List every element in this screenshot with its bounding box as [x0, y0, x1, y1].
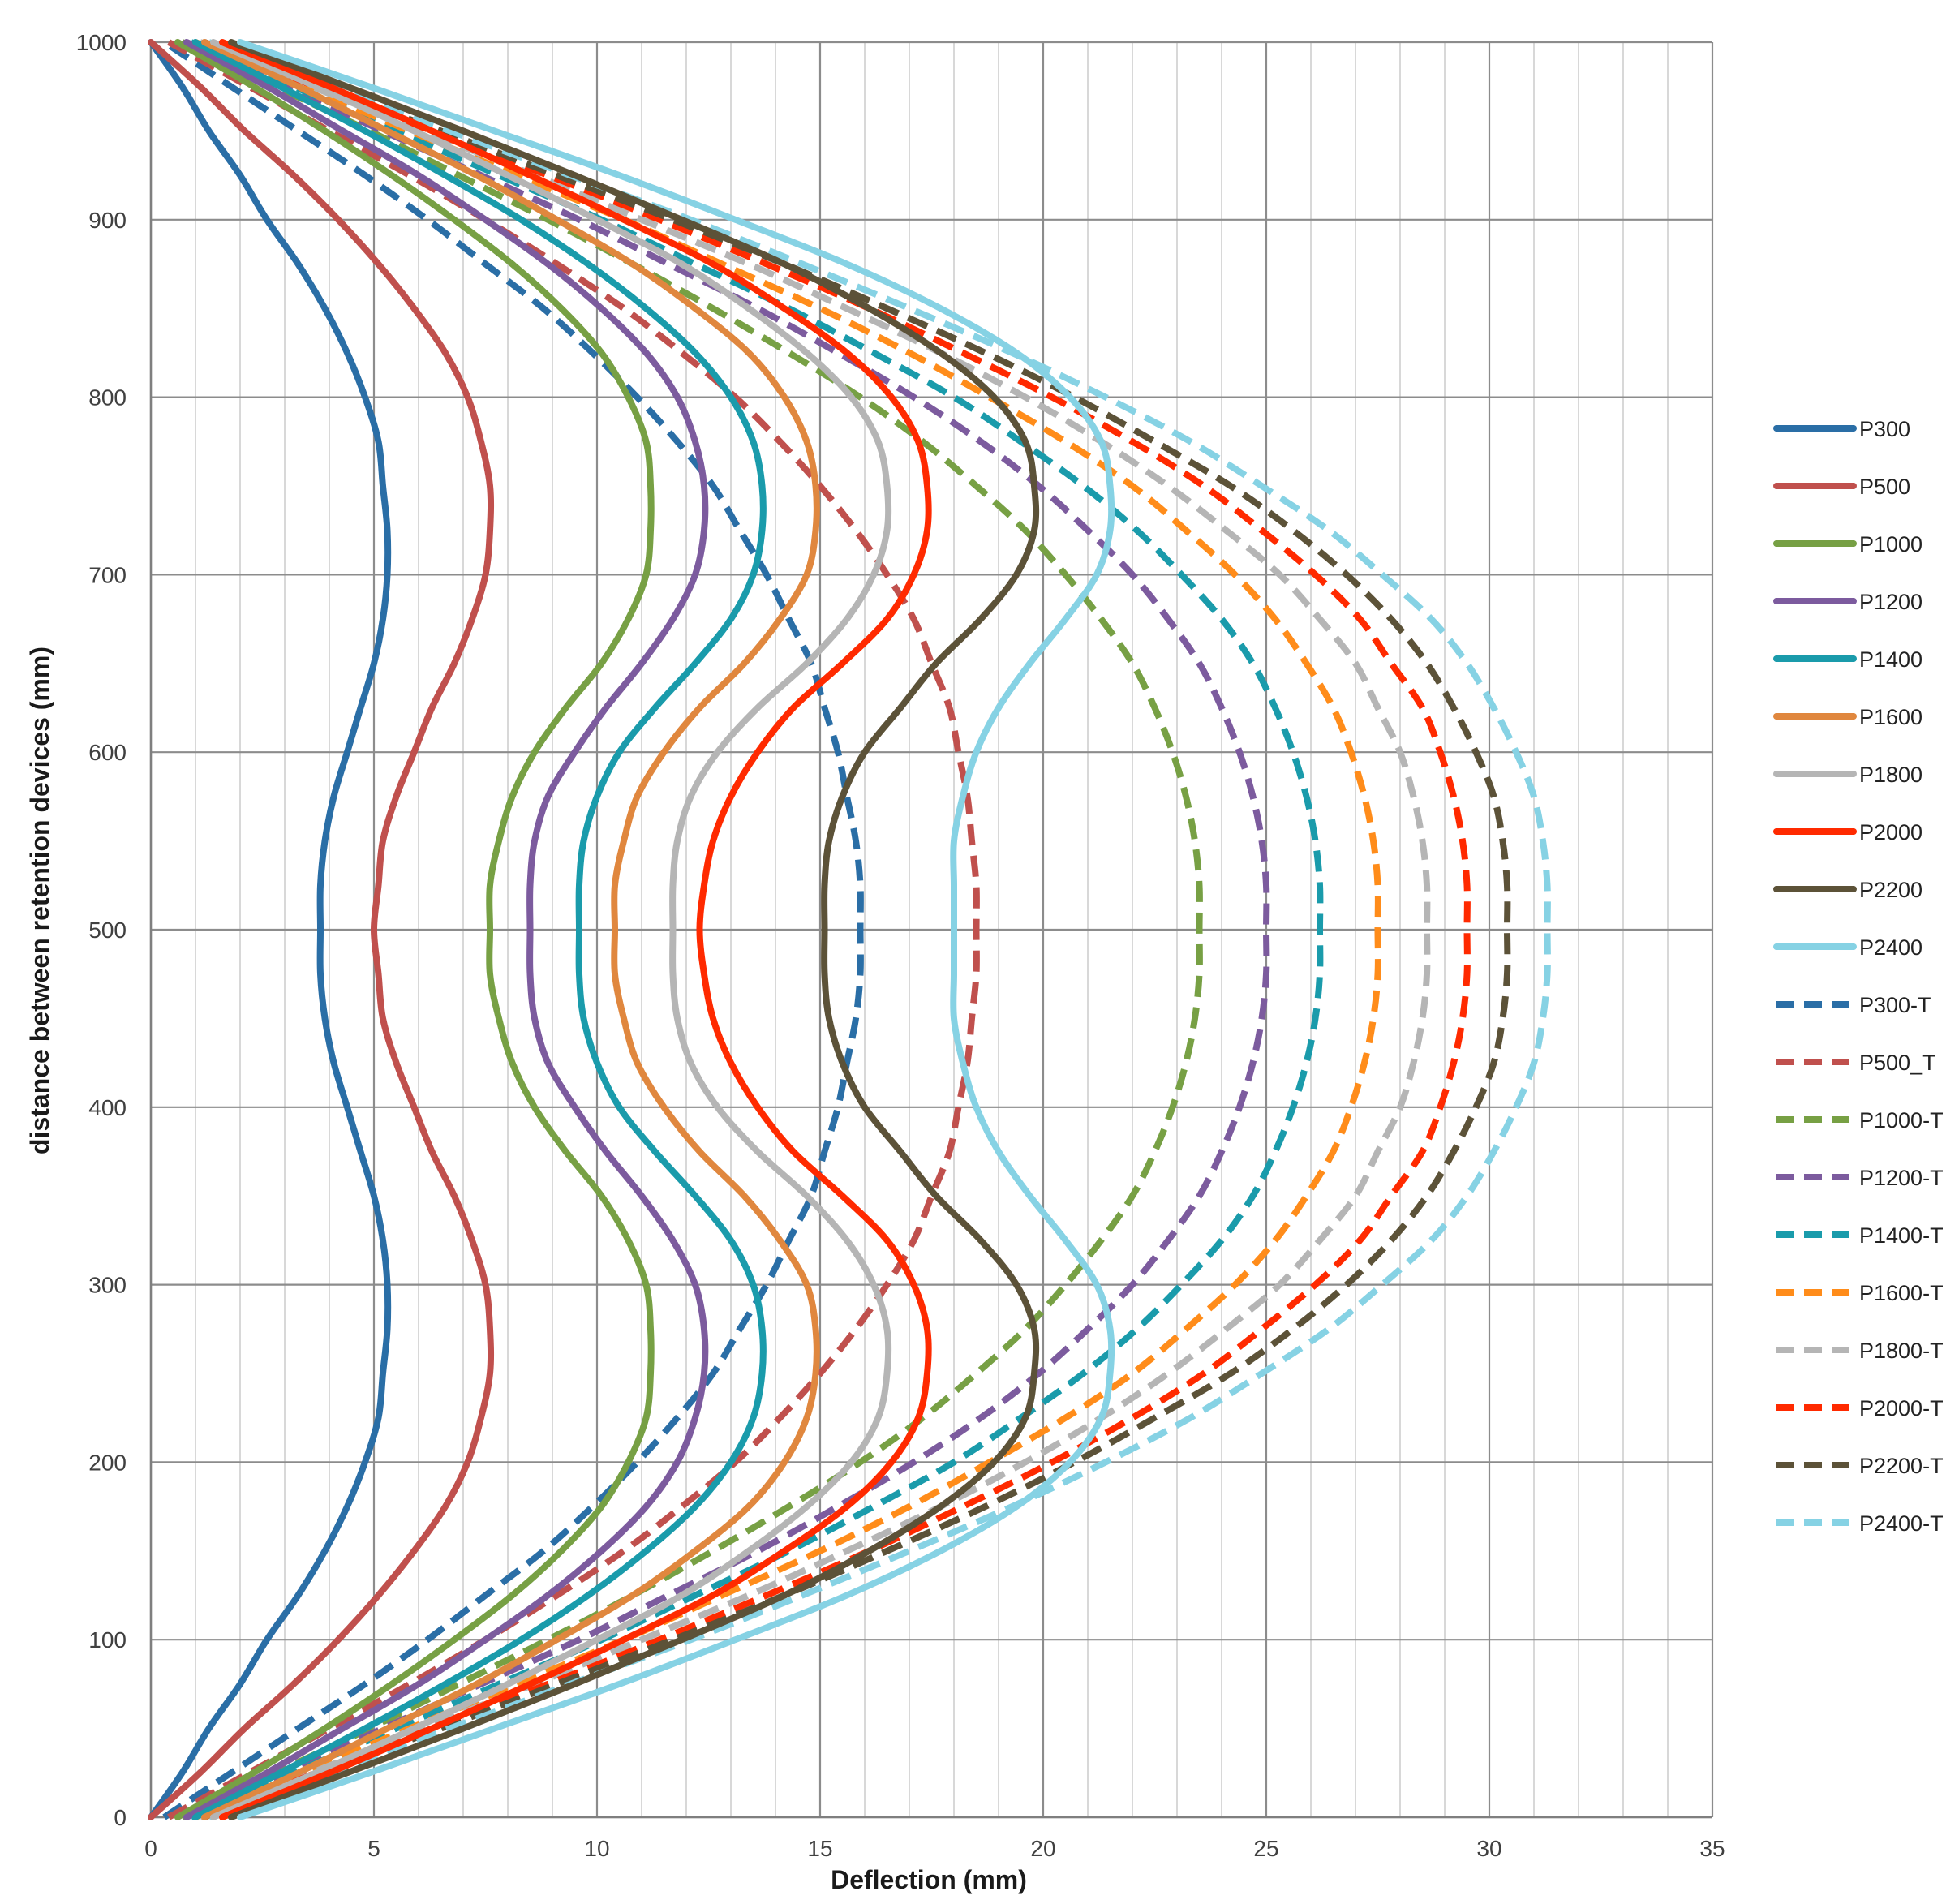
x-tick-label: 20 [1030, 1836, 1055, 1861]
y-tick-label: 400 [88, 1095, 127, 1120]
y-tick-label: 300 [88, 1273, 127, 1298]
x-tick-label: 15 [807, 1836, 832, 1861]
legend-label: P1000-T [1859, 1108, 1944, 1133]
axes [149, 42, 1712, 1819]
y-tick-label: 100 [88, 1627, 127, 1653]
legend-label: P1000 [1859, 532, 1922, 557]
legend-label: P2200 [1859, 878, 1922, 902]
x-tick-label: 35 [1699, 1836, 1725, 1861]
legend-label: P500_T [1859, 1051, 1936, 1075]
legend-label: P2400 [1859, 935, 1922, 960]
series-line-p1600-t [194, 39, 1381, 1820]
x-tick-label: 0 [144, 1836, 157, 1861]
legend-label: P1400-T [1859, 1223, 1944, 1248]
series-line-p1400 [192, 39, 767, 1820]
legend-label: P1600-T [1859, 1281, 1944, 1305]
y-tick-labels: 0 100 200 300 400 500 600 700 800 900 1000 [76, 30, 127, 1830]
legend-label: P1800 [1859, 763, 1922, 787]
series-line-p300 [148, 39, 392, 1820]
y-tick-label: 200 [88, 1450, 127, 1475]
legend-label: P1200-T [1859, 1166, 1944, 1190]
series-line-p1200 [183, 39, 709, 1820]
series-line-p1000 [174, 39, 655, 1820]
series-line-p1000-t [180, 39, 1203, 1820]
legend: P300 P500 P1000 P1200 P1400 P1600 P1800 P2000 P2… [1773, 417, 1944, 1536]
series-line-p2400 [237, 39, 1115, 1820]
series-line-p2000 [219, 39, 932, 1820]
y-axis-title: distance between retention devices (mm) [25, 647, 54, 1154]
legend-label: P1800-T [1859, 1339, 1944, 1363]
series-line-p500 [148, 39, 495, 1820]
legend-label: P1400 [1859, 647, 1922, 672]
legend-label: P2200-T [1859, 1454, 1944, 1478]
legend-label: P2000-T [1859, 1396, 1944, 1420]
legend-label: P500 [1859, 475, 1910, 499]
series-line-p500-t [167, 39, 980, 1820]
x-axis-title: Deflection (mm) [831, 1865, 1027, 1894]
legend-label: P1600 [1859, 705, 1922, 729]
series-line-p1600 [201, 39, 820, 1820]
y-tick-label: 600 [88, 740, 127, 765]
legend-label: P2400-T [1859, 1511, 1944, 1536]
x-tick-label: 30 [1476, 1836, 1501, 1861]
y-tick-label: 900 [88, 208, 127, 233]
series-layer [148, 39, 1551, 1820]
x-tick-labels: 0 5 10 15 20 25 30 35 [144, 1836, 1725, 1861]
y-tick-label: 500 [88, 918, 127, 943]
x-tick-label: 10 [584, 1836, 609, 1861]
x-tick-label: 25 [1253, 1836, 1278, 1861]
y-tick-label: 700 [88, 562, 127, 587]
series-line-p2200 [228, 39, 1040, 1820]
legend-label: P300 [1859, 417, 1910, 441]
legend-label: P2000 [1859, 820, 1922, 845]
y-tick-label: 1000 [76, 30, 127, 55]
x-tick-label: 5 [367, 1836, 380, 1861]
legend-label: P1200 [1859, 590, 1922, 614]
grid-major-lines [149, 41, 1714, 1819]
y-tick-label: 0 [114, 1805, 127, 1830]
y-tick-label: 800 [88, 385, 127, 410]
legend-label: P300-T [1859, 993, 1931, 1017]
series-line-p2400-t [208, 39, 1551, 1820]
series-line-p300-t [162, 39, 864, 1820]
series-line-p1800 [210, 39, 892, 1820]
